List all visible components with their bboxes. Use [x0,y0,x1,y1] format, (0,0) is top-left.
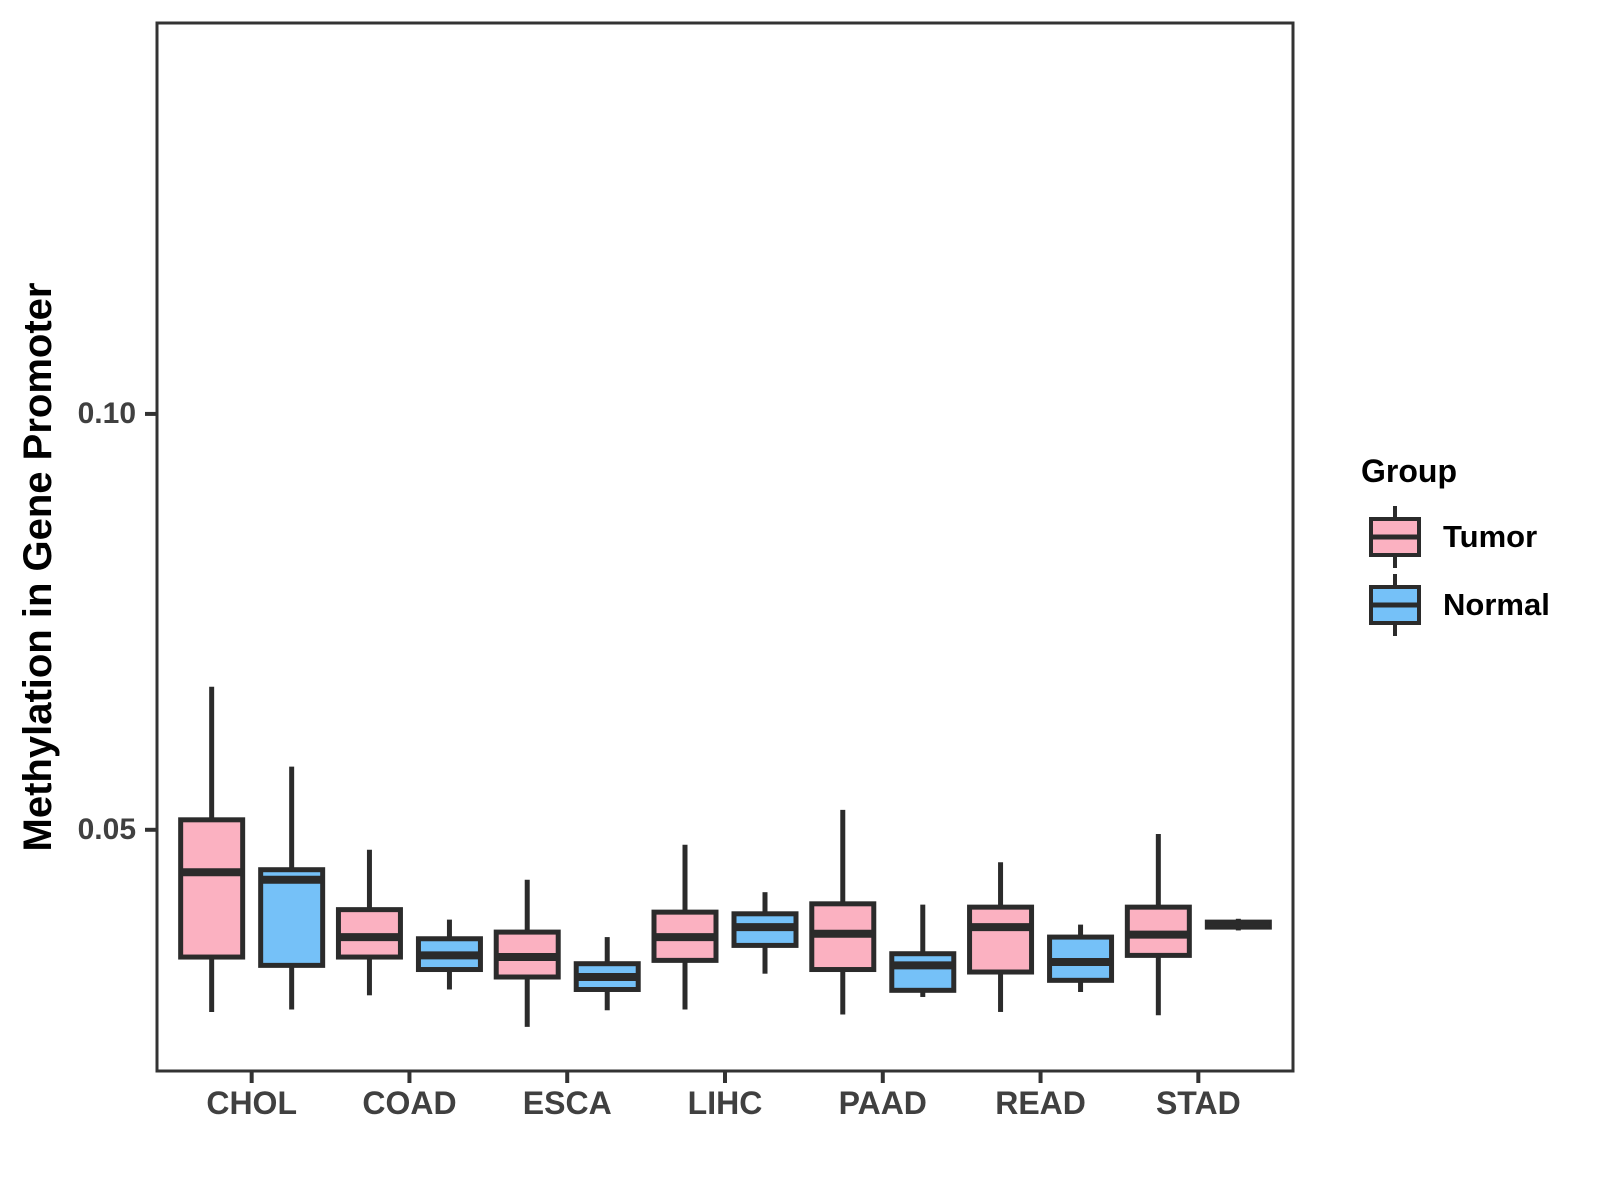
tumor-box-esca [493,879,561,1027]
normal-box-coad [415,919,483,990]
x-tick-label-coad: COAD [362,1085,457,1121]
tumor-boxplot-key-icon [1369,506,1421,568]
normal-boxplot-key-icon [1369,574,1421,636]
x-tick-label-chol: CHOL [206,1085,297,1121]
y-tick-label: 0.10 [77,396,136,430]
legend-title: Group [1361,453,1457,489]
y-tick-label: 0.05 [77,812,136,846]
tumor-box-coad [335,849,403,996]
legend-label-normal: Normal [1443,587,1550,622]
normal-box-chol [258,766,326,1010]
normal-box-read [1047,924,1115,992]
tumor-box-chol [178,686,246,1012]
legend-label-tumor: Tumor [1443,519,1538,554]
normal-box-stad [1204,918,1272,931]
normal-box-esca [573,937,641,1011]
x-tick-label-stad: STAD [1155,1085,1241,1121]
tumor-box-stad [1124,833,1192,1016]
x-tick-label-lihc: LIHC [687,1085,763,1121]
normal-box-paad [889,904,957,997]
x-tick-label-paad: PAAD [838,1085,927,1121]
normal-box-lihc [731,892,799,974]
tumor-box-read [967,862,1035,1012]
x-tick-label-esca: ESCA [522,1085,612,1121]
panel-border [155,21,1295,1073]
x-tick-label-read: READ [995,1085,1086,1121]
tumor-box-lihc [651,844,719,1010]
tumor-box-paad [809,809,877,1015]
